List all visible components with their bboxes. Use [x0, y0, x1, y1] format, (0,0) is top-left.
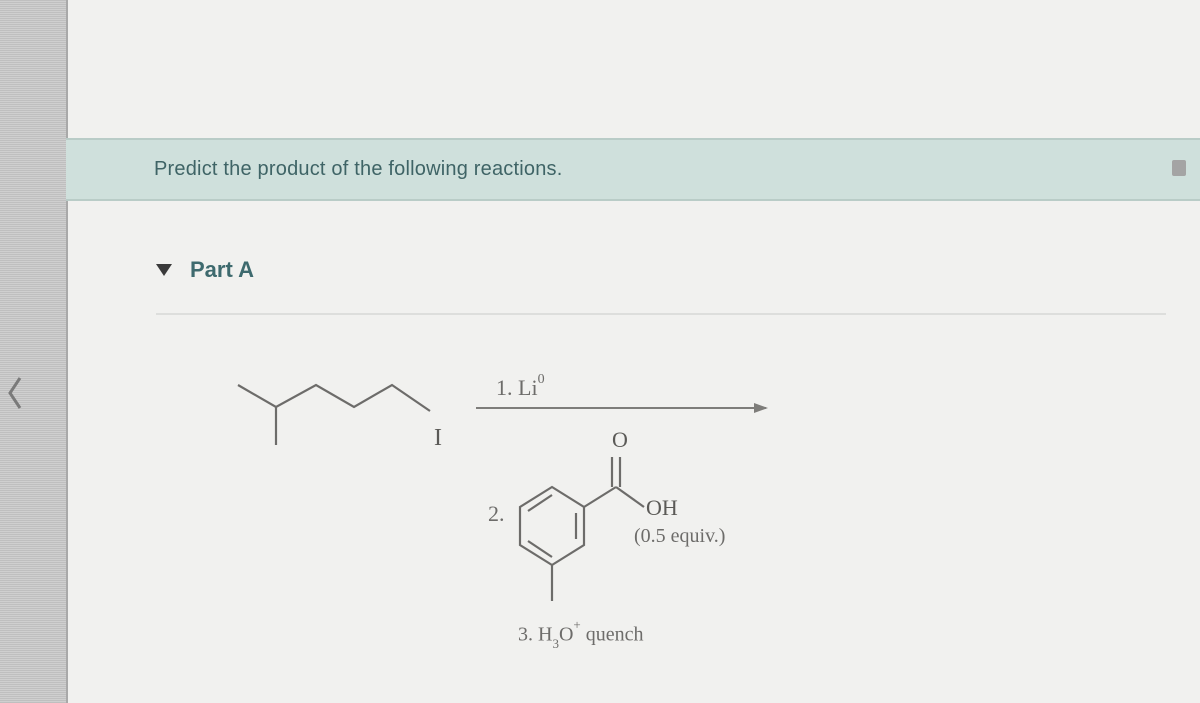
- prompt-text: Predict the product of the following rea…: [154, 158, 563, 180]
- step3-suffix: quench: [581, 624, 644, 646]
- reagent-step2-number: 2.: [488, 501, 505, 527]
- carbonyl-oxygen-label: O: [612, 427, 628, 453]
- step1-text: 1. Li: [496, 375, 538, 400]
- step1-superscript: 0: [538, 372, 545, 387]
- equivalents-label: (0.5 equiv.): [634, 525, 725, 548]
- scroll-marker: [1172, 160, 1186, 176]
- reagent-step3: 3. H3O+ quench: [518, 621, 644, 650]
- reagent-step1: 1. Li0: [496, 375, 545, 401]
- step3-sub: 3: [552, 636, 559, 651]
- collapse-icon[interactable]: [156, 264, 172, 276]
- prev-page-button[interactable]: [6, 376, 24, 410]
- worksheet-page: Predict the product of the following rea…: [66, 0, 1200, 703]
- step3-sup: +: [573, 617, 580, 632]
- hydroxyl-label: OH: [646, 495, 678, 521]
- benzoic-acid-structure: [512, 433, 662, 613]
- reaction-scheme: I 1. Li0 2. O OH (0.5 equiv.): [206, 355, 1006, 675]
- question-prompt: Predict the product of the following rea…: [66, 140, 1200, 199]
- part-label: Part A: [190, 257, 254, 283]
- part-header[interactable]: Part A: [156, 257, 1200, 283]
- section-divider: [156, 313, 1166, 315]
- reaction-arrow: [476, 407, 766, 409]
- step3-prefix: 3. H: [518, 624, 552, 646]
- step3-mid: O: [559, 624, 573, 646]
- iodine-atom-label: I: [434, 425, 442, 452]
- alkyl-iodide-structure: [226, 363, 456, 453]
